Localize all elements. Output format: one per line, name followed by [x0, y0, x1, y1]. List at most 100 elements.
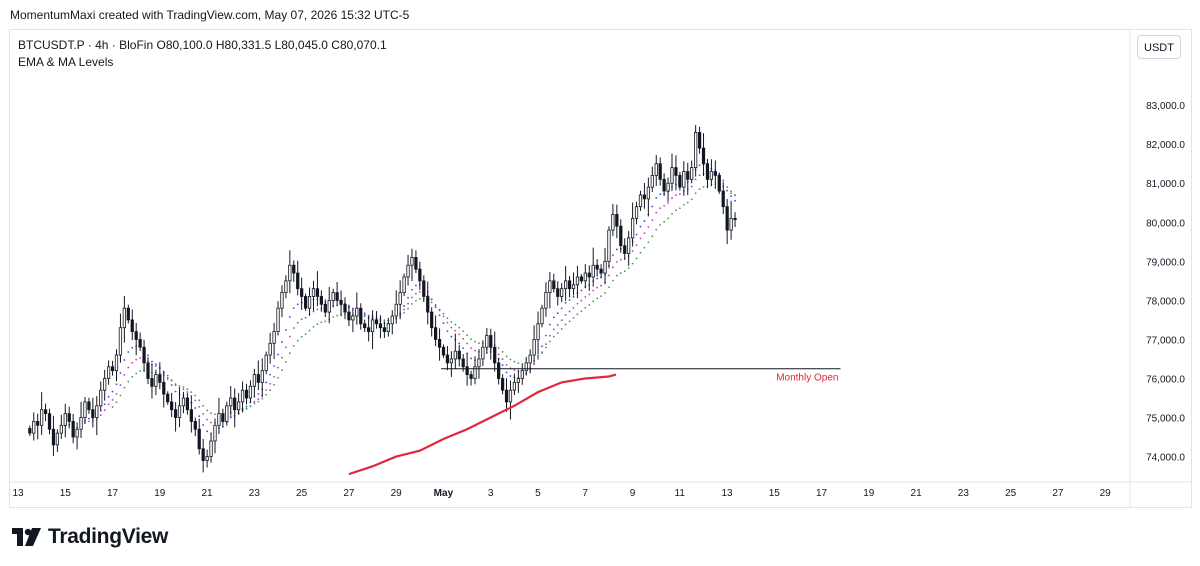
ema-dot-ema_fast — [292, 307, 295, 310]
ema-dot-ema_slow — [694, 192, 697, 195]
candle-body — [260, 370, 264, 383]
ema-dot-ema_fast — [537, 354, 539, 357]
candle-body — [564, 280, 568, 290]
ema-dot-ema_slow — [678, 207, 681, 210]
candle-body — [221, 413, 225, 422]
ema-dot-ema_fast — [434, 306, 437, 309]
candle-body — [240, 389, 245, 403]
ema-dot-ema_mid — [99, 414, 102, 416]
ema-dot-ema_slow — [631, 262, 634, 265]
ema-dot-ema_slow — [478, 342, 480, 345]
candle-body — [323, 303, 327, 313]
ema-dot-ema_mid — [119, 384, 122, 386]
ema-dot-ema_fast — [154, 363, 157, 366]
ema-dot-ema_fast — [450, 335, 453, 338]
ema-dot-ema_slow — [430, 301, 433, 304]
candle-body — [504, 389, 509, 403]
ema-dot-ema_slow — [588, 304, 591, 306]
ema-dot-ema_fast — [127, 351, 130, 353]
time-tick-label: 21 — [911, 488, 923, 499]
ema-dot-ema_slow — [615, 274, 618, 277]
ema-dot-ema_mid — [592, 289, 595, 292]
candle-body — [674, 167, 678, 176]
ema-dot-ema_slow — [682, 203, 685, 206]
ema-dot-ema_mid — [576, 302, 579, 305]
candle-body — [532, 339, 536, 356]
ema-dot-ema_mid — [600, 284, 602, 287]
ema-dot-ema_mid — [612, 266, 614, 269]
ema-dot-ema_mid — [639, 237, 642, 240]
ema-dot-ema_fast — [403, 305, 405, 307]
candle-body — [347, 311, 351, 321]
candle-body — [457, 350, 461, 360]
snapshot-caption: MomentumMaxi created with TradingView.co… — [10, 8, 410, 22]
ema-dot-ema_slow — [363, 315, 366, 318]
ema-dot-ema_slow — [198, 399, 201, 402]
ema-dot-ema_slow — [312, 325, 315, 328]
ema-dot-ema_slow — [210, 412, 212, 415]
ema-dot-ema_slow — [253, 402, 256, 405]
time-tick-label: 27 — [343, 488, 355, 499]
ema-dot-ema_slow — [442, 312, 445, 315]
ema-dot-ema_fast — [296, 303, 299, 306]
ema-dot-ema_slow — [269, 389, 272, 392]
candle-body — [414, 257, 418, 270]
candle-body — [489, 335, 493, 348]
ema-dot-ema_mid — [568, 310, 571, 313]
time-tick-label: May — [434, 488, 454, 499]
tradingview-logo[interactable]: TradingView — [12, 524, 168, 550]
ema-dot-ema_fast — [545, 334, 547, 337]
candle-body — [445, 354, 450, 364]
ema-dot-ema_slow — [300, 335, 303, 338]
candle-body — [189, 409, 193, 422]
chart-panel[interactable]: 74,000.0 75,000.0 76,000.0 77,000.0 78,000.0… — [9, 29, 1192, 508]
ema-dot-ema_mid — [560, 319, 563, 322]
candle-body — [418, 268, 422, 282]
ema-dot-ema_slow — [383, 319, 386, 322]
ema-dot-ema_mid — [655, 211, 658, 214]
ema-dot-ema_slow — [470, 338, 472, 340]
candle-body — [615, 214, 619, 227]
ema-dot-ema_slow — [572, 317, 575, 319]
ema-dot-ema_fast — [596, 277, 599, 280]
candle-body — [303, 296, 308, 309]
ema-dot-ema_slow — [292, 344, 295, 347]
ema-dot-ema_slow — [273, 383, 275, 386]
ema-dot-ema_mid — [505, 363, 508, 366]
ema-dot-ema_fast — [643, 220, 646, 222]
ema-dot-ema_mid — [194, 399, 197, 402]
candle-body — [465, 366, 469, 375]
candle-body — [363, 323, 367, 329]
ema-dot-ema_slow — [170, 379, 173, 382]
ema-dot-ema_slow — [249, 405, 252, 408]
currency-button[interactable]: USDT — [1137, 35, 1181, 59]
ema-dot-ema_slow — [190, 391, 193, 394]
candle-body — [162, 381, 166, 395]
ema-dot-ema_mid — [304, 316, 307, 319]
time-tick-label: 17 — [816, 488, 828, 499]
candle-body — [142, 346, 146, 364]
candle-body — [307, 296, 312, 309]
candle-body — [642, 194, 647, 200]
ema-dot-ema_fast — [462, 347, 465, 350]
ema-dot-ema_mid — [667, 201, 669, 204]
price-tick-label: 82,000.0 — [1146, 140, 1185, 151]
ema-dot-ema_slow — [651, 235, 654, 238]
ema-dot-ema_slow — [119, 394, 122, 397]
ema-dot-ema_fast — [415, 284, 417, 287]
ema-dot-ema_mid — [635, 244, 638, 247]
candle-body — [713, 171, 717, 176]
candle-body — [662, 178, 666, 192]
price-chart[interactable]: 74,000.0 75,000.0 76,000.0 77,000.0 78,000.0… — [10, 30, 1191, 507]
ema-dot-ema_mid — [407, 302, 409, 305]
ema-dot-ema_fast — [470, 357, 472, 360]
ema-dot-ema_mid — [552, 328, 555, 331]
candle-body — [603, 260, 607, 274]
candle-body — [670, 167, 674, 184]
ema-dot-ema_fast — [174, 390, 177, 393]
symbol-ohlc-legend: BTCUSDT.P · 4h · BloFin O80,100.0 H80,33… — [18, 38, 387, 52]
candle-body — [528, 354, 532, 364]
ema-dot-ema_mid — [186, 391, 189, 393]
candle-body — [276, 307, 280, 333]
ema-dot-ema_fast — [556, 312, 559, 315]
